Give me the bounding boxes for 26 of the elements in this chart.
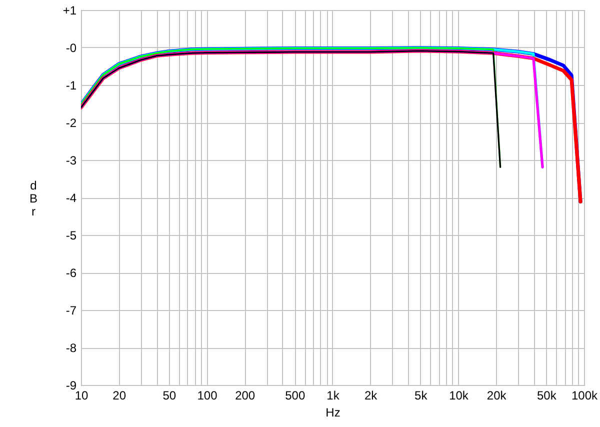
x-tick-label: 50 xyxy=(162,388,176,402)
y-tick-label: +1 xyxy=(62,4,77,18)
y-tick-label: -4 xyxy=(66,191,77,205)
x-axis-title: Hz xyxy=(326,406,340,420)
x-tick-label: 500 xyxy=(285,388,306,402)
y-tick-label: -7 xyxy=(66,304,77,318)
x-tick-label: 10k xyxy=(449,388,470,402)
y-tick-label: -0 xyxy=(66,41,77,55)
x-tick-label: 100 xyxy=(197,388,218,402)
x-tick-label: 200 xyxy=(235,388,256,402)
x-tick-label: 50k xyxy=(536,388,558,402)
y-tick-label: -2 xyxy=(66,116,77,130)
y-axis-title: dBr xyxy=(29,178,38,218)
y-tick-label: -5 xyxy=(66,228,77,242)
x-tick-label: 20k xyxy=(486,388,508,402)
y-tick-label: -6 xyxy=(66,266,77,280)
x-tick-label: 10 xyxy=(74,388,88,402)
y-tick-label: -3 xyxy=(66,154,77,168)
x-tick-label: 5k xyxy=(414,388,428,402)
x-tick-label: 1k xyxy=(326,388,340,402)
x-tick-label: 2k xyxy=(364,388,378,402)
y-tick-label: -8 xyxy=(66,341,77,355)
y-tick-label: -1 xyxy=(66,78,77,92)
y-tick-label: -9 xyxy=(66,378,77,392)
x-tick-label: 20 xyxy=(112,388,126,402)
x-tick-label: 100k xyxy=(571,388,599,402)
